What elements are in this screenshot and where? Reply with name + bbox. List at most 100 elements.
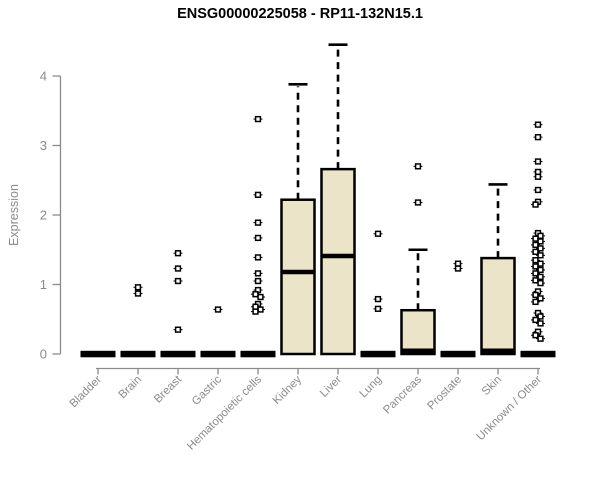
x-tick-label-skin: Skin	[480, 374, 504, 398]
outlier-point	[252, 291, 259, 298]
x-tick-label-hematopoietic-cells: Hematopoietic cells	[185, 373, 264, 452]
outlier-point	[537, 245, 544, 252]
outlier-point	[134, 284, 142, 291]
outlier-point	[254, 254, 262, 261]
outlier-point	[374, 230, 382, 237]
box	[400, 308, 436, 356]
outlier-point	[254, 191, 262, 198]
outlier-point	[252, 308, 259, 315]
y-tick-label: 3	[40, 138, 47, 153]
outlier-point	[537, 273, 544, 281]
x-tick-label-gastric: Gastric	[190, 373, 224, 407]
y-tick-label: 4	[40, 69, 47, 84]
zero-bar	[520, 350, 556, 358]
outlier-point	[532, 277, 539, 284]
outlier-point	[454, 260, 462, 267]
x-tick-label-prostate: Prostate	[425, 374, 464, 413]
outlier-point	[537, 260, 544, 267]
outlier-point	[534, 158, 542, 165]
outlier-point	[174, 326, 182, 333]
outlier-point	[537, 295, 544, 302]
outlier-point	[134, 290, 142, 297]
x-tick-label-breast: Breast	[152, 373, 185, 406]
outlier-point	[532, 298, 539, 306]
outlier-point	[532, 235, 539, 242]
outlier-point	[537, 313, 544, 320]
boxplot-brain	[120, 284, 156, 358]
outlier-point	[532, 263, 539, 270]
outlier-point	[374, 295, 382, 303]
outlier-point	[454, 265, 462, 272]
boxplot-unknown-other	[520, 121, 556, 358]
boxplot-breast	[160, 250, 196, 358]
boxplot-prostate	[440, 260, 476, 358]
outlier-point	[532, 248, 539, 255]
outlier-point	[252, 303, 259, 310]
boxplot-bladder	[80, 350, 116, 358]
outlier-point	[537, 232, 544, 239]
y-tick-label: 2	[40, 208, 47, 223]
y-tick-label: 1	[40, 277, 47, 292]
outlier-point	[537, 320, 544, 327]
zero-bar	[160, 350, 196, 358]
x-tick-label-brain: Brain	[117, 374, 144, 401]
outlier-point	[254, 270, 262, 277]
outlier-point	[537, 279, 544, 287]
outlier-point	[534, 134, 542, 141]
outlier-point	[534, 173, 542, 180]
outlier-point	[254, 277, 262, 285]
outlier-point	[414, 199, 422, 206]
outlier-point	[537, 335, 544, 342]
boxplot-hematopoietic-cells	[240, 115, 276, 358]
outlier-point	[534, 186, 542, 194]
zero-bar	[240, 350, 276, 358]
x-tick-label-lung: Lung	[358, 374, 385, 401]
median-line	[281, 269, 315, 275]
boxplot-pancreas	[400, 163, 436, 356]
outlier-point	[537, 238, 544, 245]
outlier-point	[534, 121, 542, 128]
y-tick-label: 0	[40, 347, 47, 362]
outlier-point	[532, 316, 539, 324]
median-line	[481, 348, 515, 353]
outlier-point	[374, 305, 382, 312]
outlier-point	[537, 266, 544, 274]
outlier-point	[174, 250, 182, 257]
outlier-point	[532, 270, 539, 277]
box	[320, 167, 356, 356]
zero-bar	[360, 350, 396, 358]
outlier-point	[532, 257, 539, 264]
zero-bar	[80, 350, 116, 358]
chart-title: ENSG00000225058 - RP11-132N15.1	[177, 6, 423, 22]
x-tick-label-kidney: Kidney	[271, 373, 305, 407]
box	[480, 256, 516, 356]
outlier-point	[254, 219, 262, 226]
outlier-point	[532, 291, 539, 299]
x-tick-label-bladder: Bladder	[68, 374, 105, 411]
outlier-point	[214, 306, 222, 313]
boxplot-gastric	[200, 306, 236, 358]
median-line	[401, 348, 435, 353]
median-line	[321, 253, 355, 259]
boxplot-lung	[360, 230, 396, 358]
outlier-point	[532, 201, 539, 208]
zero-bar	[120, 350, 156, 358]
outlier-point	[532, 332, 539, 339]
box	[280, 198, 316, 356]
outlier-point	[532, 241, 539, 249]
outlier-point	[257, 293, 264, 301]
outlier-point	[414, 163, 422, 170]
outlier-point	[254, 234, 262, 242]
x-tick-label-pancreas: Pancreas	[381, 373, 424, 416]
outlier-point	[174, 277, 182, 285]
zero-bar	[200, 350, 236, 358]
x-tick-label-liver: Liver	[318, 374, 344, 400]
boxplot-skin	[480, 183, 516, 356]
outlier-point	[254, 115, 262, 123]
boxplot-liver	[320, 43, 356, 356]
outlier-point	[537, 252, 544, 259]
outlier-point	[534, 168, 542, 176]
outlier-point	[174, 265, 182, 272]
